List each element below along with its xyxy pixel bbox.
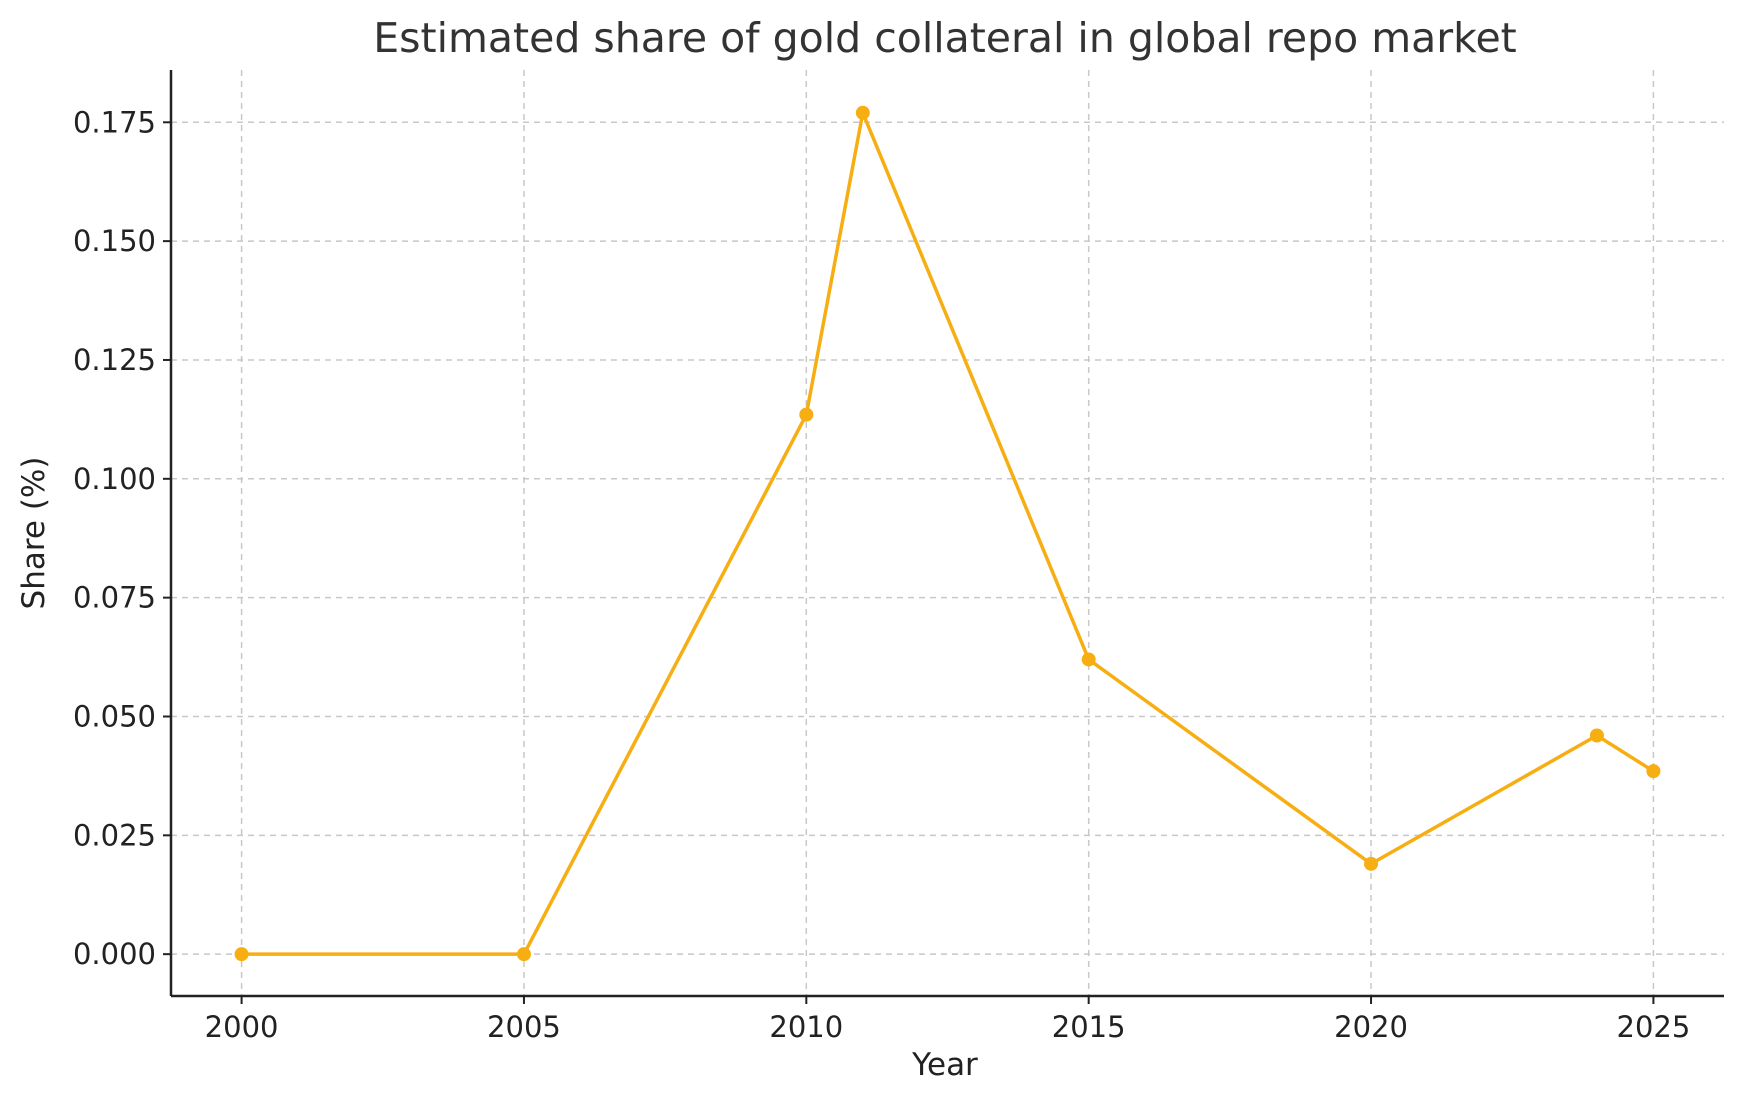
data-point <box>234 947 249 962</box>
series-layer <box>234 105 1661 962</box>
data-point <box>1589 728 1604 743</box>
y-tick-label: 0.175 <box>73 105 156 139</box>
y-tick-label: 0.150 <box>73 224 156 258</box>
x-tick-label: 2010 <box>769 1010 843 1044</box>
data-point <box>799 407 814 422</box>
series-line <box>241 111 1655 956</box>
x-tick-label: 2000 <box>205 1010 279 1044</box>
y-tick-label: 0.050 <box>73 699 156 733</box>
y-tick-label: 0.100 <box>73 462 156 496</box>
x-tick-label: 2015 <box>1052 1010 1126 1044</box>
y-tick-label: 0.075 <box>73 581 156 615</box>
x-axis-ticks: 2000 2005 2010 2015 2020 2025 <box>205 996 1691 1044</box>
data-point <box>516 947 531 962</box>
x-tick-label: 2005 <box>487 1010 561 1044</box>
data-point <box>855 105 870 120</box>
chart-title: Estimated share of gold collateral in gl… <box>373 14 1517 62</box>
x-axis-label: Year <box>911 1047 978 1083</box>
y-axis-label: Share (%) <box>16 457 52 610</box>
y-tick-label: 0.000 <box>73 937 156 971</box>
y-tick-label: 0.025 <box>73 818 156 852</box>
data-point <box>1646 764 1661 779</box>
y-axis-ticks: 0.000 0.025 0.050 0.075 0.100 0.125 0.150 0.175 <box>73 105 171 971</box>
x-tick-label: 2025 <box>1617 1010 1691 1044</box>
grid-lines <box>171 70 1724 996</box>
data-point <box>1081 652 1096 667</box>
x-tick-label: 2020 <box>1334 1010 1408 1044</box>
axes <box>169 70 1724 998</box>
data-point <box>1364 856 1379 871</box>
y-tick-label: 0.125 <box>73 343 156 377</box>
